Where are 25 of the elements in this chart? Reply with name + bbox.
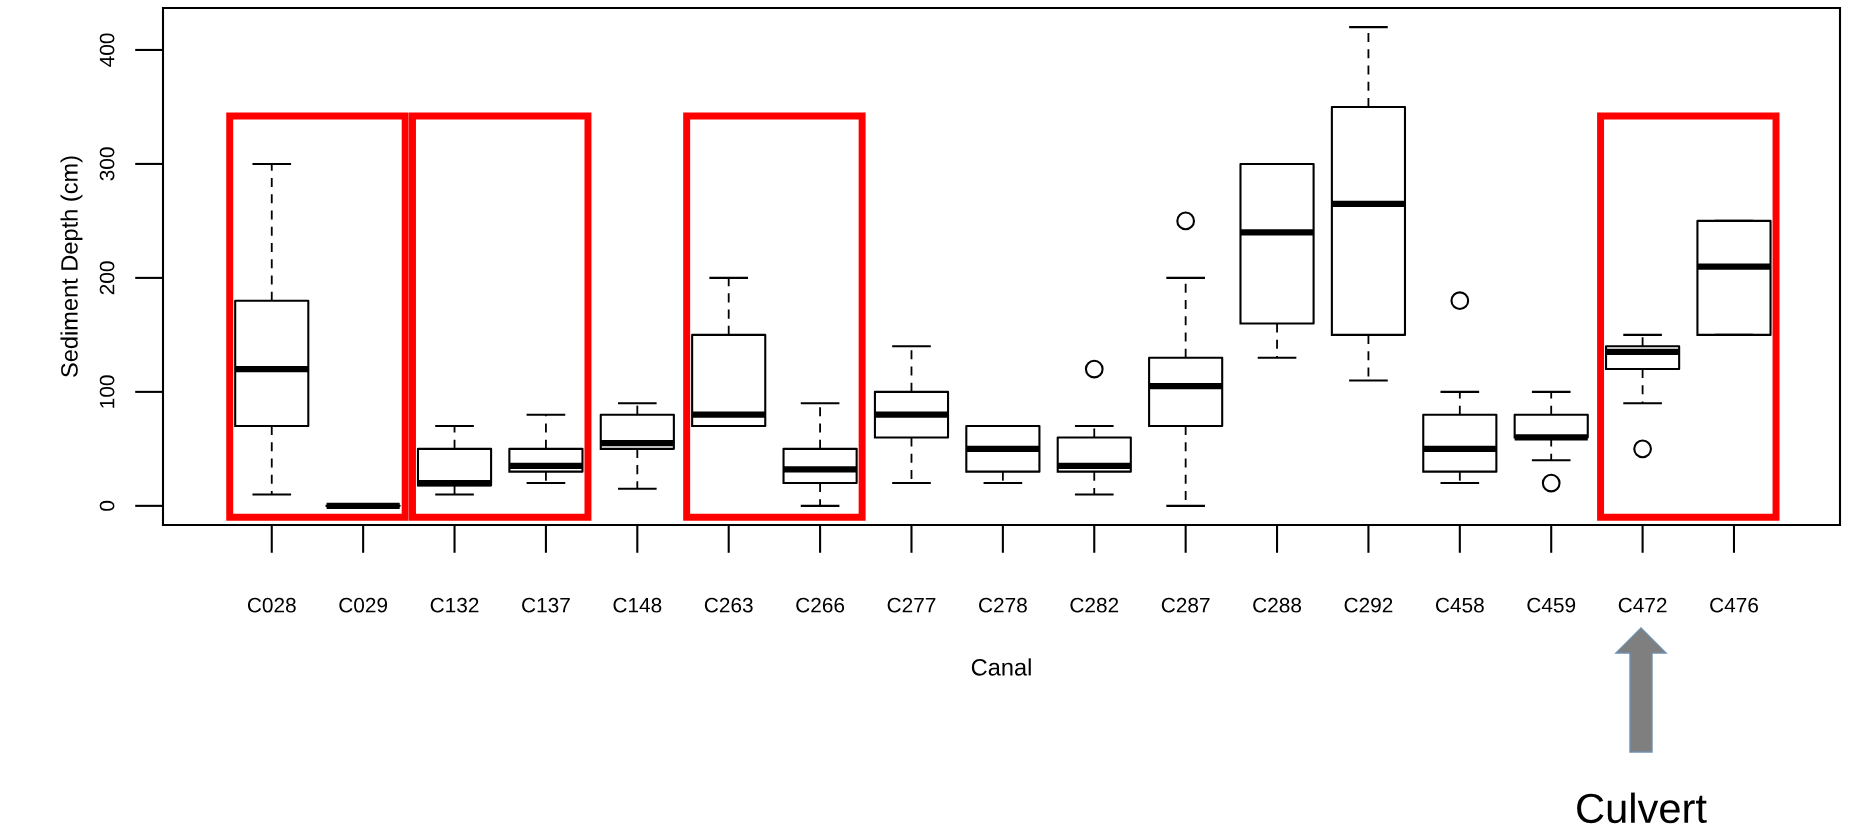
x-tick-label: C278 bbox=[979, 597, 1027, 613]
y-axis-title: Sediment Depth (cm) bbox=[60, 156, 83, 377]
x-axis-title: Canal bbox=[971, 658, 1031, 676]
text: Culvert bbox=[1577, 792, 1707, 824]
x-tick-label: C292 bbox=[1344, 597, 1393, 613]
y-tick-label: 100 bbox=[99, 375, 115, 408]
x-tick-label: C282 bbox=[1070, 597, 1119, 613]
x-tick-label: C476 bbox=[1710, 597, 1758, 613]
y-tick-label: 300 bbox=[99, 147, 115, 181]
x-tick-label: C263 bbox=[704, 597, 753, 613]
x-tick-label: C472 bbox=[1618, 597, 1667, 613]
y-tick-label: 200 bbox=[99, 261, 115, 295]
x-tick-label: C266 bbox=[796, 597, 845, 613]
x-tick-label: C028 bbox=[247, 597, 296, 613]
x-tick-label: C288 bbox=[1253, 597, 1302, 613]
x-tick-label: C137 bbox=[522, 597, 570, 613]
y-tick-label: 0 bbox=[99, 500, 115, 511]
x-tick-label: C459 bbox=[1527, 597, 1576, 613]
x-tick-label: C287 bbox=[1161, 597, 1210, 613]
y-tick-label: 400 bbox=[99, 33, 115, 67]
x-tick-label: C132 bbox=[430, 597, 479, 613]
x-tick-label: C148 bbox=[613, 597, 662, 613]
x-tick-label: C277 bbox=[887, 597, 936, 613]
x-tick-label: C029 bbox=[339, 597, 388, 613]
x-tick-label: C458 bbox=[1435, 597, 1484, 613]
